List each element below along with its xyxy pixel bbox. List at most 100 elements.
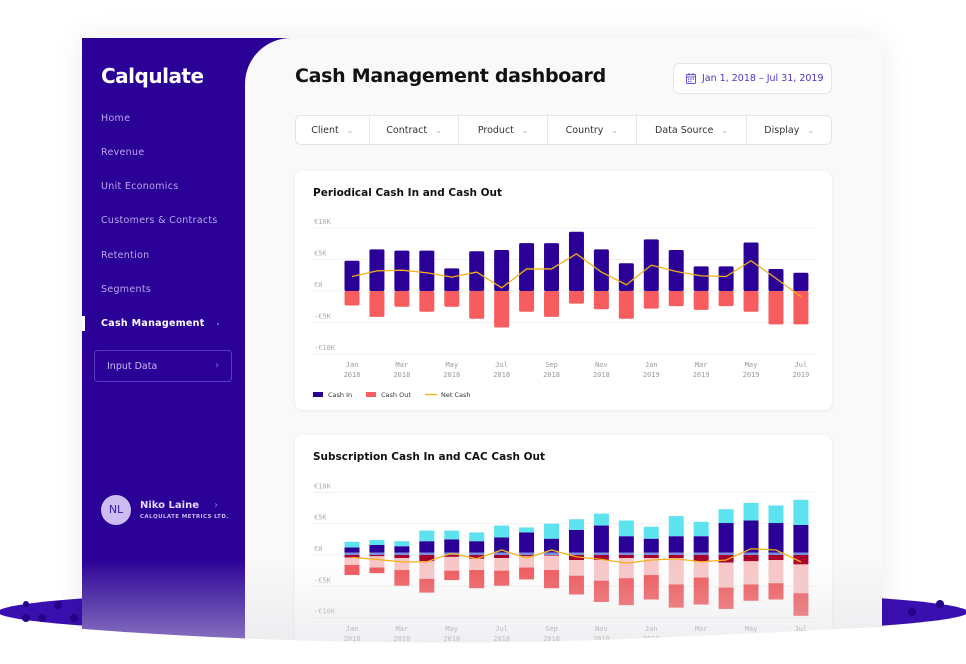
avatar[interactable]: NL: [101, 495, 131, 525]
x-tick-label: Mar: [695, 625, 708, 633]
filter-contract[interactable]: Contract ⌄: [370, 116, 460, 144]
stacked-bar-segment: [793, 593, 809, 616]
x-tick-label: Jul: [795, 361, 808, 369]
x-tick-label: May: [445, 625, 458, 633]
filter-bar: Client ⌄ Contract ⌄ Product ⌄ Country ⌄ Data…: [295, 115, 832, 145]
chevron-down-icon: ⌄: [521, 125, 529, 135]
stacked-bar-segment: [768, 555, 784, 561]
stacked-bar-segment: [768, 505, 784, 524]
stacked-bar-segment: [718, 509, 734, 524]
chevron-down-icon: ⌄: [611, 125, 619, 135]
stacked-bar-segment: [369, 552, 385, 555]
cash-out-bar: [693, 291, 709, 310]
stacked-bar-segment: [344, 541, 360, 548]
legend-cash-out: Cash Out: [381, 391, 411, 399]
cash-out-bar: [793, 291, 809, 325]
x-tick-label: 2018: [443, 371, 460, 379]
sidebar-item-cash-management[interactable]: Cash Management: [101, 318, 205, 329]
x-tick-label: Jan: [346, 361, 359, 369]
stacked-bar-segment: [593, 555, 609, 561]
y-tick-label: -€10K: [314, 608, 336, 616]
stacked-bar-segment: [469, 552, 485, 555]
cash-in-bar: [593, 249, 609, 291]
stacked-bar-segment: [369, 556, 385, 568]
stacked-bar-segment: [369, 539, 385, 545]
cash-out-bar: [419, 291, 435, 312]
x-tick-label: Nov: [595, 625, 608, 633]
cash-out-bar: [743, 291, 759, 312]
stacked-bar-segment: [469, 541, 485, 553]
chevron-down-icon: ⌄: [807, 125, 815, 135]
sidebar-item-unit-economics[interactable]: Unit Economics: [101, 181, 179, 192]
stacked-bar-segment: [568, 552, 584, 555]
date-range-picker[interactable]: Jan 1, 2018 – Jul 31, 2019: [673, 63, 832, 94]
stacked-bar-segment: [618, 536, 634, 553]
chevron-down-icon: ⌄: [435, 125, 442, 135]
stacked-bar-segment: [768, 552, 784, 555]
stacked-bar-segment: [544, 555, 560, 556]
filter-country[interactable]: Country ⌄: [548, 116, 637, 144]
x-tick-label: 2018: [443, 635, 460, 643]
main-content: Cash Management dashboard Jan 1, 2018 – …: [245, 38, 882, 648]
x-tick-label: Mar: [695, 361, 708, 369]
stacked-bar-segment: [643, 555, 659, 559]
cash-out-bar: [593, 291, 609, 310]
app-window: Calqulate Home Revenue Unit Economics Cu…: [82, 38, 882, 648]
cash-out-bar: [494, 291, 510, 328]
filter-product[interactable]: Product ⌄: [459, 116, 549, 144]
y-tick-label: €10K: [314, 482, 332, 490]
x-tick-label: 2019: [693, 371, 710, 379]
x-tick-label: 2018: [593, 635, 610, 643]
x-tick-label: Mar: [396, 361, 409, 369]
cash-out-bar: [768, 291, 784, 325]
sidebar-item-home[interactable]: Home: [101, 113, 131, 124]
stacked-bar-segment: [618, 552, 634, 555]
stacked-bar-segment: [494, 555, 510, 559]
stacked-bar-segment: [419, 561, 435, 579]
stacked-bar-segment: [793, 552, 809, 555]
filter-label: Product: [477, 124, 514, 136]
filter-display[interactable]: Display ⌄: [747, 116, 831, 144]
cash-out-bar: [668, 291, 684, 307]
stacked-bar-segment: [344, 565, 360, 576]
cash-out-bar: [469, 291, 485, 319]
stacked-bar-segment: [743, 552, 759, 555]
input-data-button[interactable]: Input Data ›: [94, 350, 232, 382]
stacked-bar-segment: [419, 530, 435, 542]
stacked-bar-segment: [618, 555, 634, 559]
stacked-bar-segment: [544, 523, 560, 539]
x-tick-label: May: [745, 625, 758, 633]
stacked-bar-segment: [544, 538, 560, 553]
x-tick-label: 2018: [543, 635, 560, 643]
sidebar-item-retention[interactable]: Retention: [101, 250, 150, 261]
sidebar-item-segments[interactable]: Segments: [101, 284, 152, 295]
filter-label: Client: [311, 124, 339, 136]
stacked-bar-segment: [743, 561, 759, 585]
chart-card-periodical: €10K €5K €0 -€5K -€10K Jan 2018 Mar 2018 May 2018 J…: [295, 171, 832, 410]
stacked-bar-segment: [768, 583, 784, 600]
stacked-bar-segment: [494, 525, 510, 538]
chevron-right-icon[interactable]: ›: [214, 500, 218, 511]
stacked-bar-segment: [693, 536, 709, 553]
y-tick-label: -€5K: [314, 313, 332, 321]
filter-client[interactable]: Client ⌄: [296, 116, 370, 144]
filter-data-source[interactable]: Data Source ⌄: [637, 116, 748, 144]
stacked-bar-segment: [643, 552, 659, 555]
sidebar-item-revenue[interactable]: Revenue: [101, 147, 145, 158]
x-tick-label: Mar: [396, 625, 409, 633]
cash-in-bar: [519, 243, 535, 291]
stacked-bar-segment: [693, 577, 709, 605]
chevron-down-icon: ⌄: [721, 125, 729, 135]
sidebar-item-customers-contracts[interactable]: Customers & Contracts: [101, 215, 218, 226]
chevron-down-icon: ⌄: [346, 125, 354, 135]
y-tick-label: €5K: [314, 514, 327, 522]
stacked-bar-segment: [444, 556, 460, 571]
stacked-bar-segment: [593, 560, 609, 581]
stacked-bar-segment: [593, 552, 609, 555]
page-title: Cash Management dashboard: [295, 65, 606, 87]
y-tick-label: €0: [314, 281, 322, 289]
user-name[interactable]: Niko Laine: [140, 500, 199, 511]
stacked-bar-segment: [494, 537, 510, 553]
periodical-cash-chart: €10K €5K €0 -€5K -€10K Jan 2018 Mar 2018 May 2018 J…: [313, 218, 815, 399]
cash-in-bar: [743, 242, 759, 291]
